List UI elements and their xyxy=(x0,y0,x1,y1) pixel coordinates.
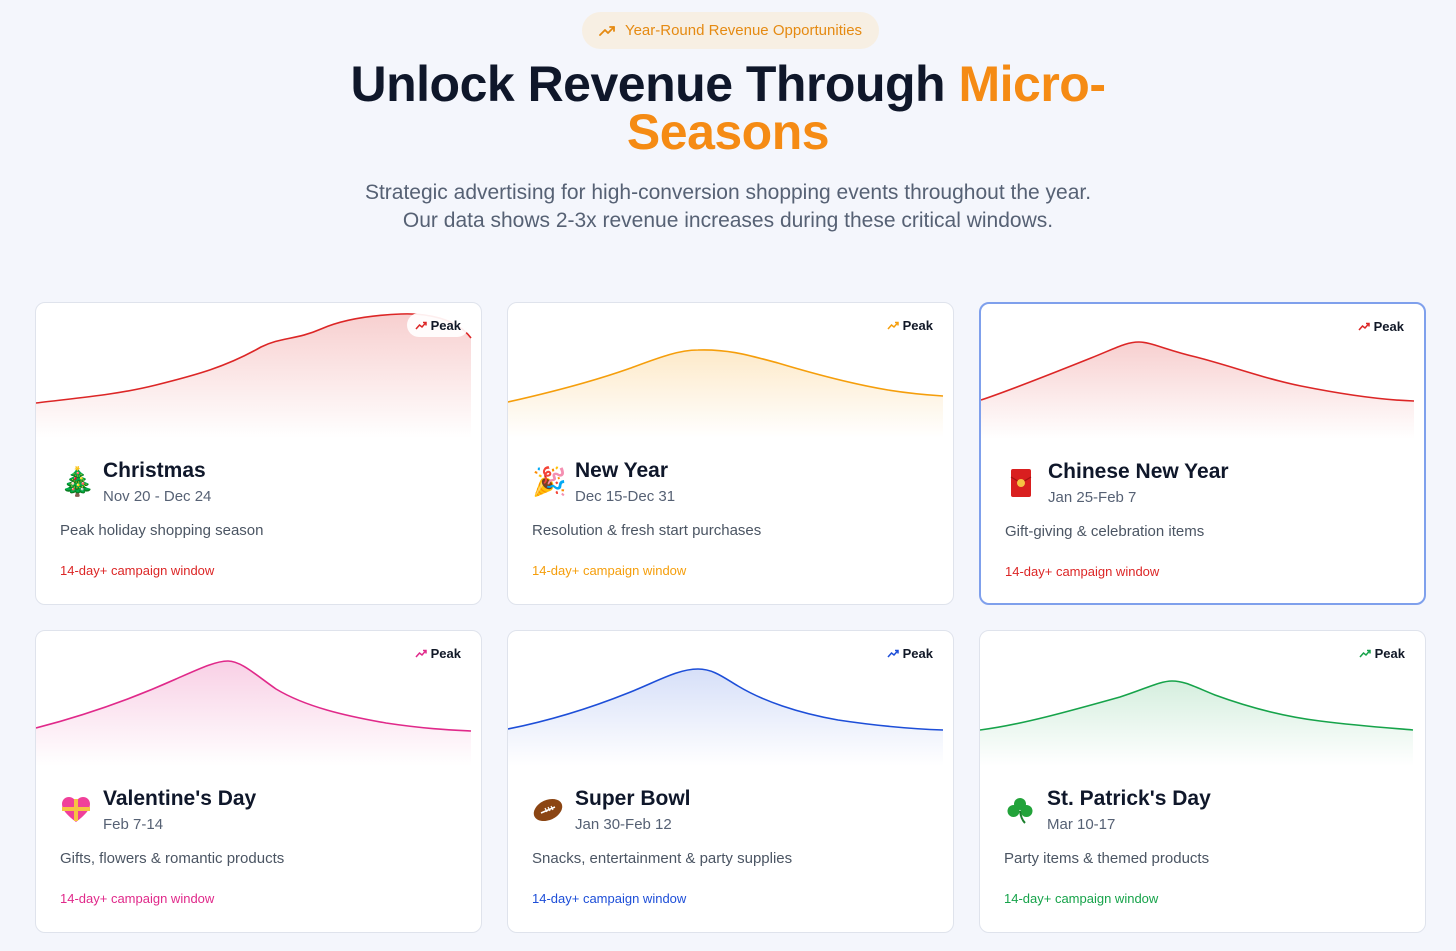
card-title: Valentine's Day xyxy=(103,787,257,810)
card-description: Snacks, entertainment & party supplies xyxy=(532,850,793,867)
peak-label: Peak xyxy=(902,317,933,333)
trend-line xyxy=(508,668,944,731)
card-description: Gift-giving & celebration items xyxy=(1005,523,1205,540)
trend-line xyxy=(36,313,472,404)
card-dates: Jan 25-Feb 7 xyxy=(1048,489,1137,506)
title-main: Unlock Revenue Through xyxy=(350,56,959,112)
trend-area xyxy=(980,681,1413,766)
peak-label: Peak xyxy=(1373,318,1404,334)
season-card-christmas[interactable]: Peak 🎄 Christmas Nov 20 - Dec 24 Peak ho… xyxy=(35,302,482,605)
peak-label: Peak xyxy=(902,645,933,661)
peak-badge: Peak xyxy=(1350,641,1413,665)
campaign-window: 14-day+ campaign window xyxy=(532,563,687,578)
card-title: Christmas xyxy=(103,459,206,482)
title-accent-2: Seasons xyxy=(626,104,830,160)
trending-up-icon xyxy=(1358,322,1370,330)
trend-chart xyxy=(36,660,472,766)
red-envelope-icon xyxy=(1005,466,1037,500)
trend-chart xyxy=(36,313,472,438)
party-popper-icon: 🎉 xyxy=(532,465,567,498)
hero-badge: Year-Round Revenue Opportunities xyxy=(582,12,879,49)
card-dates: Dec 15-Dec 31 xyxy=(575,488,676,505)
football-icon xyxy=(532,793,564,827)
page-title: Unlock Revenue Through Micro- Seasons xyxy=(0,59,1456,157)
season-card-new-year[interactable]: Peak 🎉 New Year Dec 15-Dec 31 Resolution… xyxy=(507,302,954,605)
trend-area xyxy=(36,661,471,766)
peak-label: Peak xyxy=(430,645,461,661)
season-card-super-bowl[interactable]: Peak Super Bowl Jan 30-Feb 12 Snacks, en… xyxy=(507,630,954,933)
card-dates: Mar 10-17 xyxy=(1047,816,1116,833)
peak-badge: Peak xyxy=(878,313,941,337)
card-description: Resolution & fresh start purchases xyxy=(532,522,762,539)
season-card-valentines-day[interactable]: Peak Valentine's Day Feb 7-14 Gifts, flo… xyxy=(35,630,482,933)
subtitle-line-2: Our data shows 2-3x revenue increases du… xyxy=(402,209,1054,232)
card-description: Peak holiday shopping season xyxy=(60,522,264,539)
season-card-chinese-new-year[interactable]: Peak Chinese New Year Jan 25-Feb 7 Gift-… xyxy=(979,302,1426,605)
trend-area xyxy=(508,669,943,766)
peak-label: Peak xyxy=(430,317,461,333)
christmas-tree-icon: 🎄 xyxy=(60,465,95,498)
card-dates: Feb 7-14 xyxy=(103,816,164,833)
trend-chart xyxy=(508,668,944,766)
heart-with-ribbon-icon xyxy=(60,793,92,827)
trend-line xyxy=(981,341,1415,402)
peak-badge: Peak xyxy=(1349,314,1412,338)
title-accent-1: Micro- xyxy=(958,56,1107,112)
campaign-window: 14-day+ campaign window xyxy=(1004,891,1159,906)
trend-area xyxy=(508,349,943,438)
trend-line xyxy=(36,660,472,732)
peak-label: Peak xyxy=(1374,645,1405,661)
trend-chart xyxy=(508,349,944,438)
peak-badge: Peak xyxy=(406,641,469,665)
card-description: Gifts, flowers & romantic products xyxy=(60,850,285,867)
trend-chart xyxy=(980,680,1414,766)
trending-up-icon xyxy=(887,321,899,329)
trend-line xyxy=(980,680,1414,731)
card-dates: Jan 30-Feb 12 xyxy=(575,816,672,833)
trend-line xyxy=(508,349,944,403)
trend-chart xyxy=(981,341,1415,439)
trend-area xyxy=(36,313,471,438)
page-subtitle: Strategic advertising for high-conversio… xyxy=(0,179,1456,235)
trend-area xyxy=(981,342,1414,439)
season-card-st-patricks-day[interactable]: Peak St. Patrick's Day Mar 10-17 Party i… xyxy=(979,630,1426,933)
card-title: New Year xyxy=(575,459,669,482)
card-title: St. Patrick's Day xyxy=(1047,787,1211,810)
card-dates: Nov 20 - Dec 24 xyxy=(103,488,212,505)
peak-badge: Peak xyxy=(406,313,469,337)
subtitle-line-1: Strategic advertising for high-conversio… xyxy=(364,181,1092,204)
card-title: Chinese New Year xyxy=(1048,460,1229,483)
shamrock-icon xyxy=(1004,793,1036,827)
campaign-window: 14-day+ campaign window xyxy=(60,563,215,578)
campaign-window: 14-day+ campaign window xyxy=(1005,564,1160,579)
trending-up-icon xyxy=(887,649,899,657)
card-description: Party items & themed products xyxy=(1004,850,1210,867)
campaign-window: 14-day+ campaign window xyxy=(60,891,215,906)
campaign-window: 14-day+ campaign window xyxy=(532,891,687,906)
trending-up-icon xyxy=(1359,649,1371,657)
card-title: Super Bowl xyxy=(575,787,691,810)
trending-up-icon xyxy=(415,321,427,329)
hero-badge-label: Year-Round Revenue Opportunities xyxy=(624,22,863,39)
trending-up-icon xyxy=(599,25,615,36)
peak-badge: Peak xyxy=(878,641,941,665)
trending-up-icon xyxy=(415,649,427,657)
